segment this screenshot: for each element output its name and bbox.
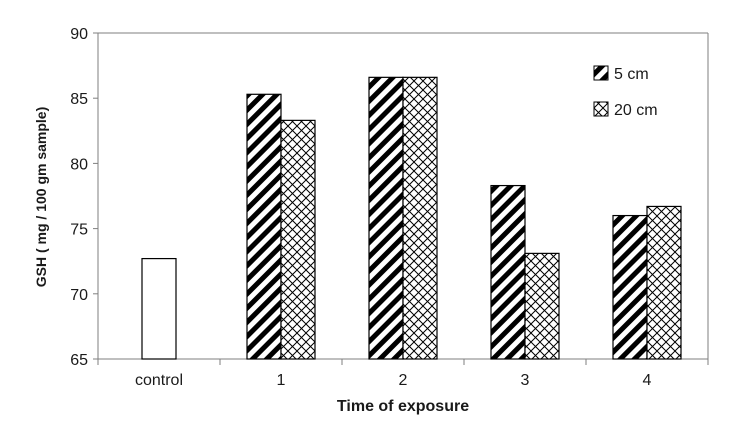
legend: 5 cm 20 cm [593,65,658,119]
bar-control [141,257,177,360]
bar-20cm-3 [524,252,560,360]
bar-5cm-4 [612,214,648,360]
x-tick-label: 3 [521,372,530,389]
y-tick-label: 85 [70,91,88,108]
y-axis-ticks: 65 70 75 80 85 90 [70,26,98,369]
y-axis-title: GSH ( mg / 100 gm sample) [33,107,49,288]
y-tick-label: 65 [70,352,88,369]
legend-label-20cm: 20 cm [614,102,658,119]
x-tick-label: 1 [277,372,286,389]
bar-20cm-1 [280,119,316,360]
x-tick-label: 2 [399,372,408,389]
legend-swatch-20cm [593,101,609,117]
y-tick-label: 90 [70,26,88,43]
x-axis-ticks: control 1 2 3 4 [97,359,709,389]
bar-5cm-3 [490,184,526,360]
x-axis-title: Time of exposure [337,398,469,415]
bar-20cm-2 [402,76,438,360]
bar-20cm-4 [646,205,682,360]
bars [141,76,682,360]
y-tick-label: 70 [70,287,88,304]
bar-5cm-2 [368,76,404,360]
bar-5cm-1 [246,93,282,360]
x-tick-label: control [135,372,183,389]
x-tick-label: 4 [643,372,652,389]
y-tick-label: 75 [70,222,88,239]
legend-swatch-5cm [593,65,609,81]
plot-area [97,32,709,360]
legend-label-5cm: 5 cm [614,66,649,83]
y-tick-label: 80 [70,156,88,173]
